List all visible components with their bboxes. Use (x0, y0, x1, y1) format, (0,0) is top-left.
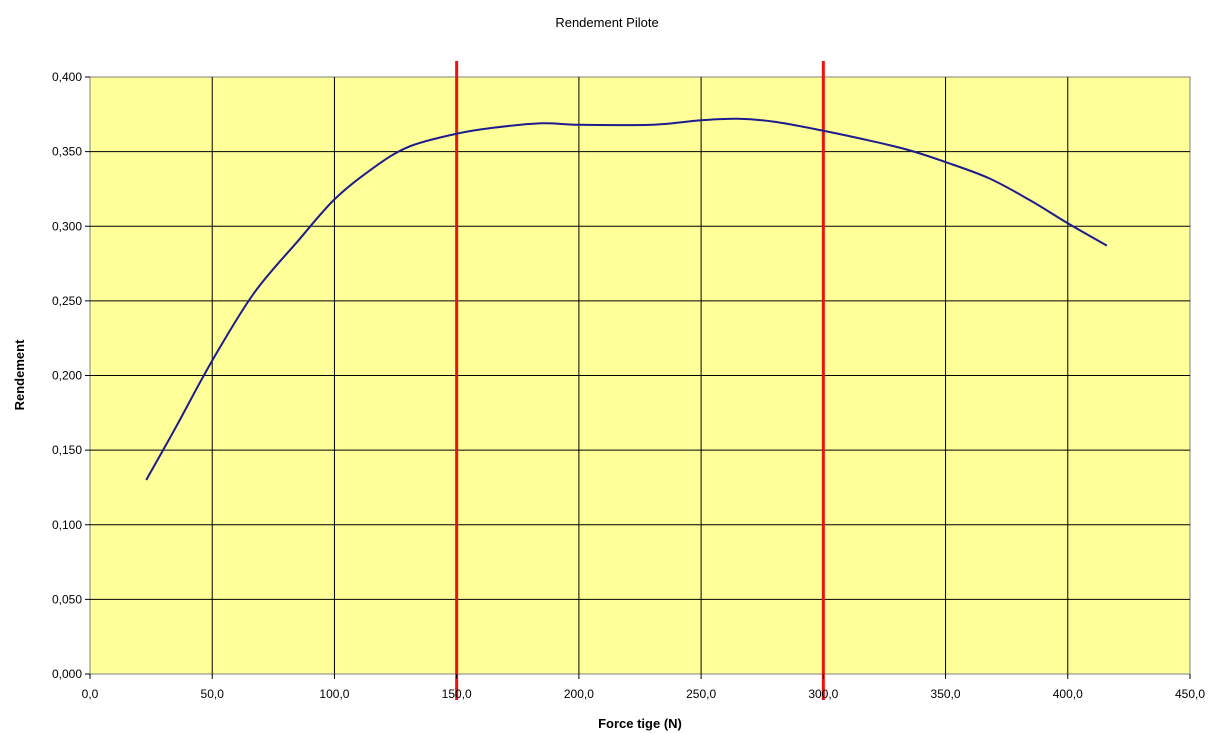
y-axis-label: Rendement (12, 339, 27, 410)
x-tick-label: 50,0 (201, 687, 225, 701)
x-tick-label: 300,0 (808, 687, 838, 701)
x-tick-label: 100,0 (319, 687, 349, 701)
x-axis-ticks: 0,0 50,0 100,0 150,0 200,0 250,0 300,0 350,0 400… (82, 674, 1205, 701)
series-layer (145, 117, 1108, 481)
y-tick-label: 0,000 (52, 667, 82, 681)
x-tick-label: 200,0 (564, 687, 594, 701)
x-tick-label: 400,0 (1053, 687, 1083, 701)
x-tick-label: 450,0 (1175, 687, 1205, 701)
y-tick-label: 0,400 (52, 70, 82, 84)
y-tick-label: 0,250 (52, 294, 82, 308)
series-line (145, 117, 1108, 481)
y-axis-ticks: 0,000 0,050 0,100 0,150 0,200 0,250 0,300 0,350… (52, 70, 90, 681)
y-tick-label: 0,200 (52, 369, 82, 383)
y-tick-label: 0,050 (52, 592, 82, 606)
y-tick-label: 0,350 (52, 145, 82, 159)
y-tick-label: 0,300 (52, 219, 82, 233)
chart-title: Rendement Pilote (555, 15, 658, 30)
x-tick-label: 350,0 (931, 687, 961, 701)
x-tick-label: 250,0 (686, 687, 716, 701)
x-axis-label: Force tige (N) (598, 716, 682, 731)
reference-lines (455, 61, 825, 700)
x-tick-label: 150,0 (442, 687, 472, 701)
x-tick-label: 0,0 (82, 687, 99, 701)
y-tick-label: 0,100 (52, 518, 82, 532)
y-tick-label: 0,150 (52, 443, 82, 457)
